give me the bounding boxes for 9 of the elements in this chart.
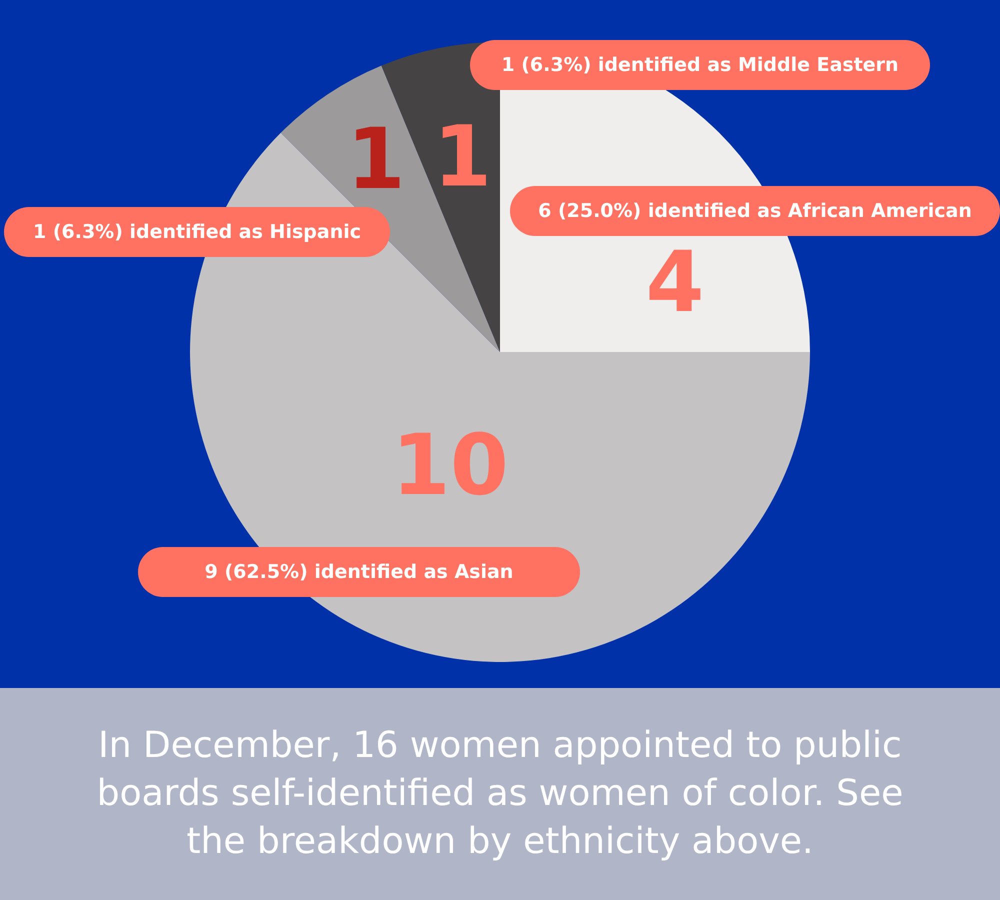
data-label: 1	[346, 110, 406, 208]
data-label: 4	[646, 232, 704, 331]
data-label: 10	[392, 416, 509, 514]
text: 9 (62.5%) identified as Asian	[138, 547, 580, 597]
text: In December, 16 women appointed to public boards self-identified as women of color. See the breakdown by ethnicity above.	[96, 724, 904, 864]
data-label: 1	[433, 107, 492, 206]
text: 1 (6.3%) identified as Hispanic	[4, 207, 390, 257]
text: 6 (25.0%) identified as African American	[538, 200, 972, 222]
text: 1 (6.3%) identified as Middle Eastern	[470, 40, 930, 90]
